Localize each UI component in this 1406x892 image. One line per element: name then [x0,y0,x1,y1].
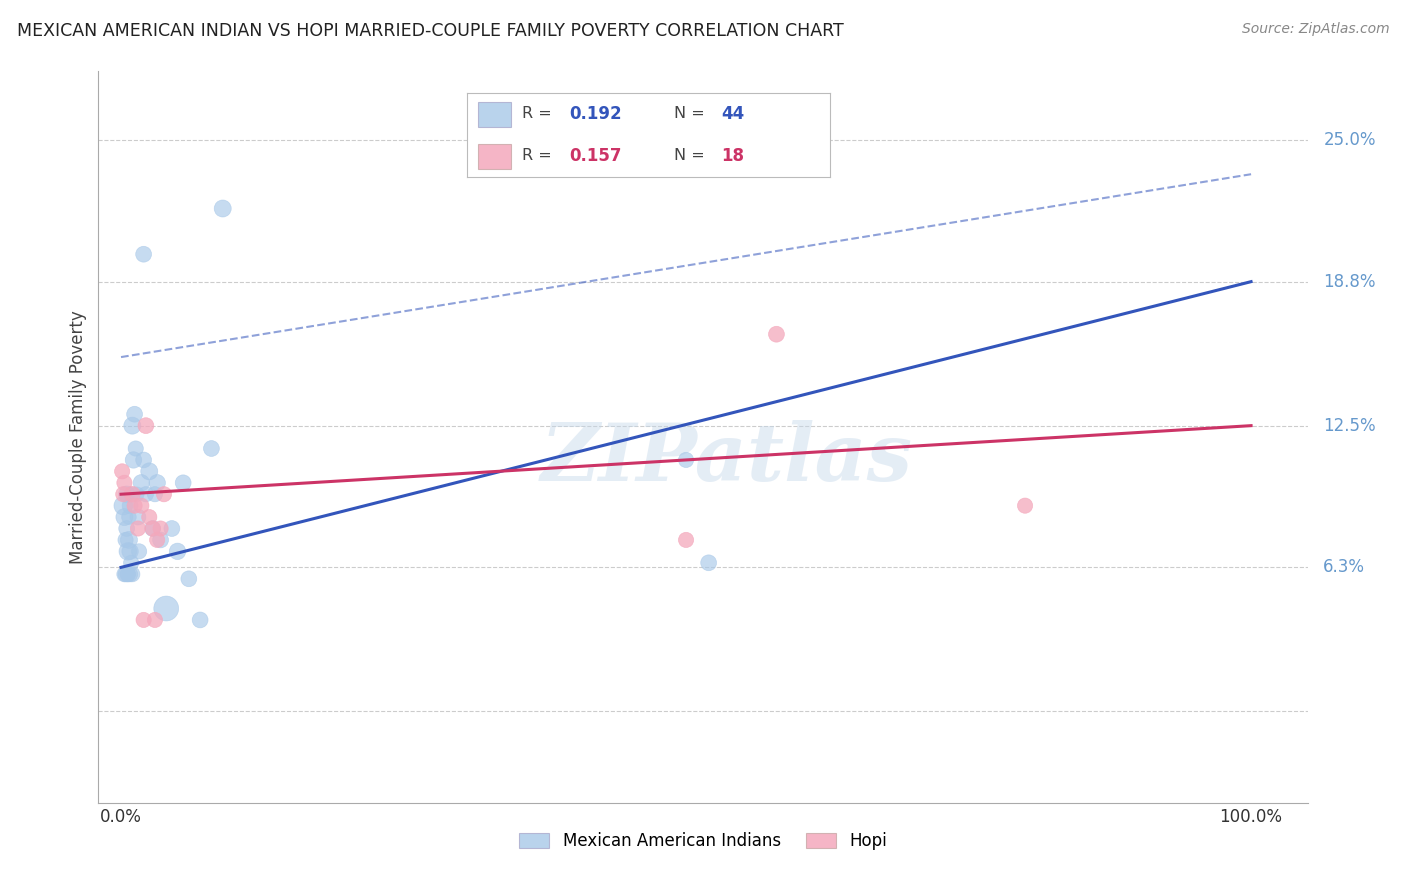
Point [124,499,146,513]
Point [146,475,169,490]
Point [128,544,150,558]
Point [132,453,155,467]
Point [155,601,177,615]
Point [149,521,172,535]
Point [117,544,139,558]
Point [112,510,135,524]
Point [142,521,165,535]
Point [120,499,142,513]
Point [146,533,169,547]
Point [121,487,143,501]
Point [112,487,135,501]
Point [112,499,135,513]
Point [127,521,149,535]
Point [132,247,155,261]
Point [675,453,697,467]
Point [1014,499,1036,513]
Point [149,533,172,547]
Point [143,613,166,627]
Text: MEXICAN AMERICAN INDIAN VS HOPI MARRIED-COUPLE FAMILY POVERTY CORRELATION CHART: MEXICAN AMERICAN INDIAN VS HOPI MARRIED-… [17,22,844,40]
Point [188,613,211,627]
Point [111,464,134,478]
Point [127,510,149,524]
Point [112,567,135,582]
Point [118,533,141,547]
Point [122,453,145,467]
Point [125,487,148,501]
Text: 18.8%: 18.8% [1323,273,1376,291]
Point [117,567,139,582]
Point [177,572,200,586]
Point [153,487,176,501]
Point [166,544,188,558]
Point [131,475,153,490]
Point [121,567,143,582]
Point [117,567,139,582]
Text: 25.0%: 25.0% [1323,131,1376,149]
Text: Source: ZipAtlas.com: Source: ZipAtlas.com [1241,22,1389,37]
Point [200,442,222,456]
Point [143,487,166,501]
Point [697,556,720,570]
Point [125,442,148,456]
Point [121,418,143,433]
Point [172,475,194,490]
Point [138,510,160,524]
Point [120,544,142,558]
Point [120,567,142,582]
Point [160,521,183,535]
Point [132,613,155,627]
Point [115,487,138,501]
Point [112,475,135,490]
Point [118,510,141,524]
Point [138,464,160,478]
Point [135,487,157,501]
Point [115,521,138,535]
Point [124,407,146,421]
Point [120,487,142,501]
Text: 6.3%: 6.3% [1323,558,1365,576]
Point [120,556,142,570]
Point [114,567,136,582]
Text: ZIPatlas: ZIPatlas [541,420,914,498]
Legend: Mexican American Indians, Hopi: Mexican American Indians, Hopi [513,825,893,856]
Point [211,202,233,216]
Point [114,533,136,547]
Point [765,327,787,342]
Point [135,418,157,433]
Point [675,533,697,547]
Y-axis label: Married-Couple Family Poverty: Married-Couple Family Poverty [69,310,87,564]
Text: 12.5%: 12.5% [1323,417,1376,434]
Point [142,521,165,535]
Point [131,499,153,513]
